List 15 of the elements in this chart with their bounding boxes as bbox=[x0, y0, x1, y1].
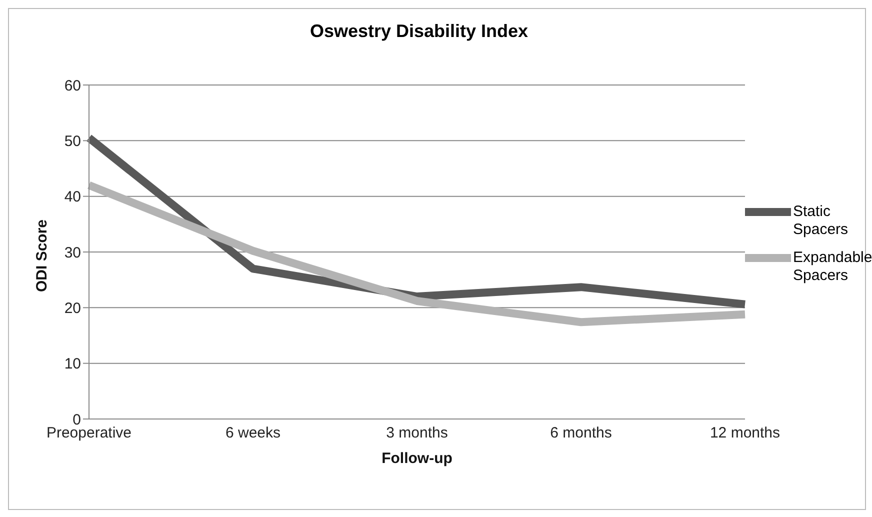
y-tick-label: 50 bbox=[64, 132, 81, 150]
x-axis-title: Follow-up bbox=[382, 450, 452, 467]
y-tick-label: 40 bbox=[64, 188, 81, 206]
y-axis-title: ODI Score bbox=[33, 219, 50, 292]
x-tick-label: 12 months bbox=[710, 424, 780, 442]
y-tick-label: 20 bbox=[64, 300, 81, 317]
x-tick-label: 6 months bbox=[550, 424, 612, 442]
chart-title: Oswestry Disability Index bbox=[308, 21, 530, 42]
legend-label: Static Spacers bbox=[793, 203, 850, 239]
y-tick-label: 60 bbox=[64, 77, 81, 94]
x-tick-label: 6 weeks bbox=[225, 424, 281, 442]
y-tick-label: 30 bbox=[64, 244, 81, 262]
legend-label: Expandable Spacers bbox=[793, 249, 872, 285]
y-tick-label: 10 bbox=[64, 356, 81, 373]
x-tick-label: 3 months bbox=[386, 424, 448, 442]
